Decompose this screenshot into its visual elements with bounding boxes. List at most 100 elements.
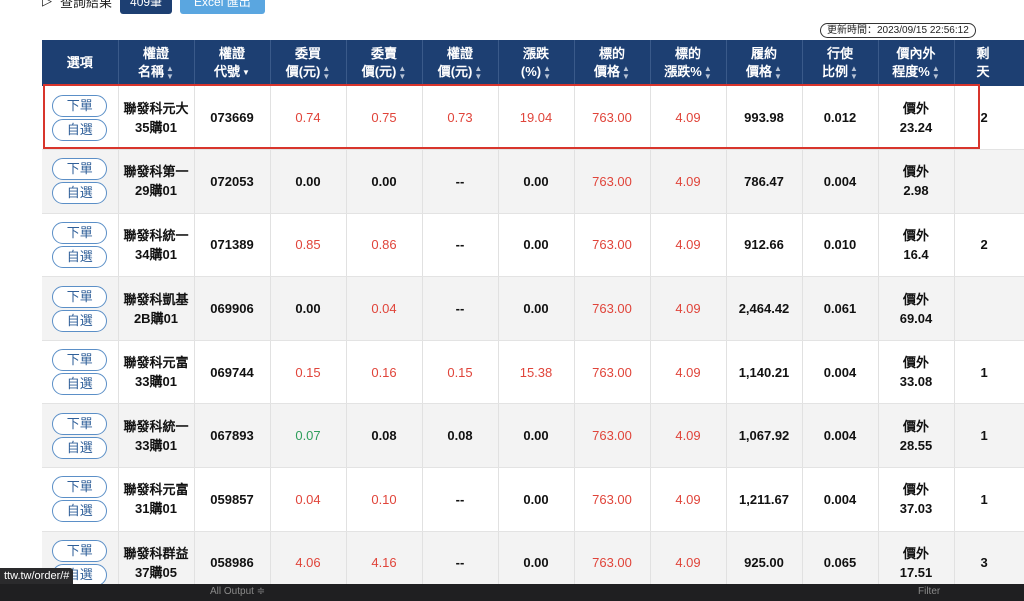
filter-field[interactable]: Filter bbox=[918, 586, 941, 597]
order-button[interactable]: 下單 bbox=[52, 221, 108, 244]
watchlist-button[interactable]: 自選 bbox=[52, 309, 108, 332]
moneyness-cell: 價外 69.04 bbox=[878, 276, 955, 341]
bid-price-cell: 0.00 bbox=[270, 276, 347, 341]
excel-export-button[interactable]: Excel 匯出 bbox=[180, 0, 265, 14]
watchlist-button[interactable]: 自選 bbox=[52, 182, 108, 205]
warrant-price-cell: 0.15 bbox=[422, 340, 499, 405]
result-bar: ▷ 查詢結果 409筆 Excel 匯出 bbox=[42, 0, 265, 14]
devtools-bar: All Output ≑ Filter bbox=[0, 584, 1024, 601]
table-row[interactable]: 下單 自選 聯發科元大 35購01 073669 0.74 0.75 0.73 19.04 763… bbox=[42, 86, 1024, 151]
table-row[interactable]: 下單 自選 聯發科第一 29購01 072053 0.00 0.00 -- 0.00 763.00… bbox=[42, 149, 1024, 214]
order-button[interactable]: 下單 bbox=[52, 539, 108, 562]
underlying-change-cell: 4.09 bbox=[650, 86, 727, 151]
remaining-days-cell: 2 bbox=[954, 213, 1024, 278]
underlying-price-cell: 763.00 bbox=[574, 340, 651, 405]
order-button[interactable]: 下單 bbox=[52, 476, 108, 499]
col-change-header[interactable]: 漲跌 (%) ▲ ▼ bbox=[498, 40, 575, 86]
watchlist-button[interactable]: 自選 bbox=[52, 373, 108, 396]
table-row[interactable]: 下單 自選 聯發科統一 33購01 067893 0.07 0.08 0.08 0.00 763.… bbox=[42, 403, 1024, 469]
remaining-days-cell: 1 bbox=[954, 340, 1024, 405]
col-ask-header[interactable]: 委賣 價(元) ▲ ▼ bbox=[346, 40, 423, 86]
col-underlying-price-header[interactable]: 標的 價格 ▲ ▼ bbox=[574, 40, 651, 86]
warrant-name-cell[interactable]: 聯發科元大 35購01 bbox=[118, 86, 195, 151]
warrant-code-cell: 069744 bbox=[194, 340, 271, 405]
warrant-name-cell[interactable]: 聯發科第一 29購01 bbox=[118, 149, 195, 214]
result-label: 查詢結果 bbox=[60, 0, 113, 10]
col-ratio-header[interactable]: 行使 比例 ▲ ▼ bbox=[802, 40, 879, 86]
table-row[interactable]: 下單 自選 聯發科凱基 2B購01 069906 0.00 0.04 -- 0.00 763.00… bbox=[42, 276, 1024, 341]
warrant-name-cell[interactable]: 聯發科元富 31購01 bbox=[118, 467, 195, 532]
table-row[interactable]: 下單 自選 聯發科元富 31購01 059857 0.04 0.10 -- 0.00 763.00… bbox=[42, 467, 1024, 532]
bid-price-cell: 0.15 bbox=[270, 340, 347, 405]
exercise-ratio-cell: 0.010 bbox=[802, 213, 879, 278]
warrant-price-cell: -- bbox=[422, 149, 499, 214]
bid-price-cell: 0.74 bbox=[270, 86, 347, 151]
exercise-ratio-cell: 0.061 bbox=[802, 276, 879, 341]
warrant-price-cell: 0.08 bbox=[422, 403, 499, 469]
col-moneyness-header[interactable]: 價內外 程度% ▲ ▼ bbox=[878, 40, 955, 86]
sort-icon: ▲ ▼ bbox=[543, 63, 552, 81]
warrant-code-cell: 058986 bbox=[194, 531, 271, 588]
order-button[interactable]: 下單 bbox=[52, 412, 108, 435]
order-button[interactable]: 下單 bbox=[52, 94, 108, 117]
warrant-name-cell[interactable]: 聯發科統一 33購01 bbox=[118, 403, 195, 469]
link-url-tooltip: ttw.tw/order/# bbox=[0, 568, 74, 585]
strike-price-cell: 1,211.67 bbox=[726, 467, 803, 532]
col-strike-header[interactable]: 履約 價格 ▲ ▼ bbox=[726, 40, 803, 86]
exercise-ratio-cell: 0.004 bbox=[802, 403, 879, 469]
sort-icon: ▲ ▼ bbox=[703, 63, 712, 81]
warrant-name-cell[interactable]: 聯發科元富 33購01 bbox=[118, 340, 195, 405]
col-price-header[interactable]: 權證 價(元) ▲ ▼ bbox=[422, 40, 499, 86]
result-count-badge: 409筆 bbox=[120, 0, 173, 14]
warrant-code-cell: 073669 bbox=[194, 86, 271, 151]
row-options-cell: 下單 自選 bbox=[42, 340, 119, 405]
col-underlying-change-header[interactable]: 標的 漲跌% ▲ ▼ bbox=[650, 40, 727, 86]
watchlist-button[interactable]: 自選 bbox=[52, 500, 108, 523]
order-button[interactable]: 下單 bbox=[52, 349, 108, 372]
change-pct-cell: 0.00 bbox=[498, 276, 575, 341]
moneyness-cell: 價外 37.03 bbox=[878, 467, 955, 532]
col-options-header: 選項 bbox=[42, 40, 119, 86]
change-pct-cell: 15.38 bbox=[498, 340, 575, 405]
exercise-ratio-cell: 0.004 bbox=[802, 467, 879, 532]
warrant-name-cell[interactable]: 聯發科群益 37購05 bbox=[118, 531, 195, 588]
row-options-cell: 下單 自選 bbox=[42, 213, 119, 278]
row-options-cell: 下單 自選 bbox=[42, 403, 119, 469]
bid-price-cell: 4.06 bbox=[270, 531, 347, 588]
order-button[interactable]: 下單 bbox=[52, 285, 108, 308]
warrant-name-cell[interactable]: 聯發科統一 34購01 bbox=[118, 213, 195, 278]
col-bid-header[interactable]: 委買 價(元) ▲ ▼ bbox=[270, 40, 347, 86]
ask-price-cell: 0.75 bbox=[346, 86, 423, 151]
strike-price-cell: 2,464.42 bbox=[726, 276, 803, 341]
moneyness-cell: 價外 2.98 bbox=[878, 149, 955, 214]
ask-price-cell: 0.08 bbox=[346, 403, 423, 469]
col-extra-header[interactable]: 剩天 bbox=[954, 40, 1024, 86]
col-code-header[interactable]: 權證 代號 ▼ bbox=[194, 40, 271, 86]
warrant-table: 選項 權證 名稱 ▲ ▼ 權證 代號 ▼ 委買 價(元) ▲ ▼ 委賣 價(元) ▲ ▼ 權證 價(元)… bbox=[42, 40, 1024, 588]
watchlist-button[interactable]: 自選 bbox=[52, 118, 108, 141]
watchlist-button[interactable]: 自選 bbox=[52, 245, 108, 268]
strike-price-cell: 993.98 bbox=[726, 86, 803, 151]
change-pct-cell: 0.00 bbox=[498, 531, 575, 588]
underlying-price-cell: 763.00 bbox=[574, 276, 651, 341]
warrant-table-container[interactable]: 選項 權證 名稱 ▲ ▼ 權證 代號 ▼ 委買 價(元) ▲ ▼ 委賣 價(元) ▲ ▼ 權證 價(元)… bbox=[42, 40, 1024, 588]
col-name-header[interactable]: 權證 名稱 ▲ ▼ bbox=[118, 40, 195, 86]
warrant-code-cell: 059857 bbox=[194, 467, 271, 532]
output-selector[interactable]: All Output ≑ bbox=[210, 586, 266, 597]
sort-icon: ▲ ▼ bbox=[850, 63, 858, 81]
table-row[interactable]: 下單 自選 聯發科元富 33購01 069744 0.15 0.16 0.15 15.38 763… bbox=[42, 340, 1024, 405]
watchlist-button[interactable]: 自選 bbox=[52, 436, 108, 459]
ask-price-cell: 0.16 bbox=[346, 340, 423, 405]
table-row[interactable]: 下單 自選 聯發科群益 37購05 058986 4.06 4.16 -- 0.00 763.00… bbox=[42, 531, 1024, 588]
row-options-cell: 下單 自選 bbox=[42, 276, 119, 341]
bid-price-cell: 0.04 bbox=[270, 467, 347, 532]
sort-icon: ▲ ▼ bbox=[398, 63, 407, 81]
order-button[interactable]: 下單 bbox=[52, 158, 108, 181]
bid-price-cell: 0.00 bbox=[270, 149, 347, 214]
row-options-cell: 下單 自選 bbox=[42, 86, 119, 151]
remaining-days-cell: 1 bbox=[954, 403, 1024, 469]
table-row[interactable]: 下單 自選 聯發科統一 34購01 071389 0.85 0.86 -- 0.00 763.00… bbox=[42, 213, 1024, 278]
warrant-name-cell[interactable]: 聯發科凱基 2B購01 bbox=[118, 276, 195, 341]
remaining-days-cell bbox=[954, 149, 1024, 214]
ask-price-cell: 0.86 bbox=[346, 213, 423, 278]
